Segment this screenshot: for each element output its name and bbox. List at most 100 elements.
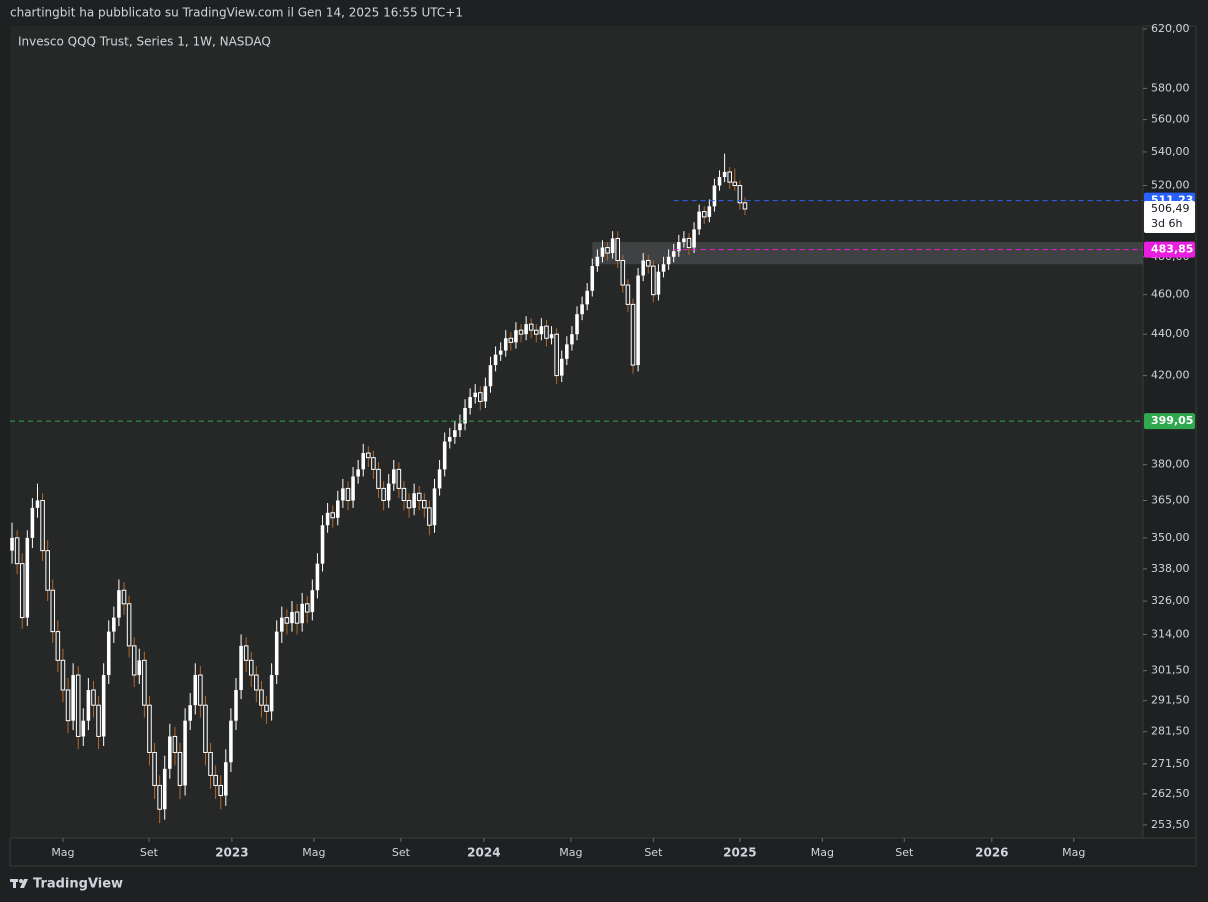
plot-area: [10, 26, 1143, 838]
candle-body: [692, 229, 696, 248]
candle-body: [625, 284, 631, 305]
x-tick-label: 2023: [215, 846, 248, 860]
candle-body: [682, 238, 686, 243]
candle-body: [483, 386, 488, 402]
candle-body: [524, 324, 528, 335]
level-label-bg: [1144, 413, 1195, 430]
candle-body: [142, 659, 147, 706]
candle-body: [636, 275, 640, 366]
zone: [592, 242, 1143, 265]
candle-body: [544, 325, 549, 339]
candle-body: [391, 469, 396, 484]
candle-body: [259, 689, 264, 706]
candle-body: [294, 611, 300, 624]
candle-body: [605, 247, 610, 254]
candle-body: [81, 720, 86, 737]
level-label: 399,05: [1151, 414, 1193, 427]
candle-body: [686, 237, 692, 249]
candle-body: [528, 323, 534, 331]
candle-body: [488, 365, 493, 387]
candle-body: [600, 247, 605, 257]
candle-body: [742, 202, 748, 210]
candle-body: [203, 704, 208, 753]
candle-body: [376, 468, 381, 489]
candle-body: [371, 457, 376, 470]
candle-body: [264, 704, 269, 712]
candle-body: [580, 304, 584, 315]
candle-body: [121, 589, 127, 605]
candle-body: [620, 259, 626, 286]
candle-body: [366, 452, 371, 459]
candle-body: [71, 675, 75, 721]
candle-body: [229, 720, 233, 763]
candle-body: [345, 487, 351, 502]
candle-body: [310, 590, 315, 613]
y-tick-label: 262,50: [1151, 787, 1190, 800]
candle-body: [697, 211, 701, 230]
candle-body: [25, 537, 30, 618]
y-tick-label: 326,00: [1151, 594, 1190, 607]
y-tick-label: 440,00: [1151, 327, 1190, 340]
candle-body: [208, 751, 213, 776]
candle-body: [712, 185, 717, 207]
legend-title: Invesco QQQ Trust, Series 1, 1W, NASDAQ: [18, 35, 271, 49]
x-tick-label: Mag: [51, 846, 74, 859]
candle-body: [304, 603, 310, 613]
candle-body: [137, 660, 142, 676]
candle-body: [422, 500, 427, 509]
candle-body: [595, 256, 600, 267]
footer-brand: TradingView: [33, 877, 123, 892]
candle-body: [615, 237, 621, 261]
candle-body: [468, 397, 472, 408]
candle-body: [514, 330, 518, 343]
candle-body: [361, 453, 366, 470]
candle-body: [55, 631, 61, 661]
candle-body: [330, 512, 335, 519]
x-tick-label: Mag: [302, 846, 325, 859]
candle-body: [112, 617, 116, 632]
tv-logo: [10, 879, 28, 888]
candle-body: [666, 256, 671, 265]
candle-body: [234, 689, 238, 721]
y-tick-label: 338,00: [1151, 562, 1190, 575]
candle-body: [147, 704, 152, 753]
candle-body: [401, 487, 407, 502]
candle-body: [351, 476, 355, 501]
candle-body: [50, 589, 56, 633]
candle-body: [437, 469, 442, 489]
candle-body: [412, 493, 416, 508]
candle-body: [10, 537, 14, 551]
candle-body: [661, 264, 666, 272]
candle-body: [416, 492, 422, 502]
candle-body: [458, 423, 462, 431]
candle-body: [534, 329, 539, 335]
candle-body: [157, 784, 162, 810]
candle-body: [447, 437, 452, 442]
candle-body: [630, 303, 636, 366]
candle-body: [554, 333, 559, 377]
candle-body: [478, 392, 483, 402]
candle-body: [656, 271, 661, 295]
y-tick-label: 271,50: [1151, 757, 1190, 770]
candle-body: [503, 338, 508, 351]
candle-body: [575, 314, 579, 335]
candle-body: [432, 488, 437, 526]
candle-body: [183, 720, 187, 786]
candle-body: [162, 768, 167, 810]
candle-body: [218, 784, 224, 797]
candle-body: [651, 265, 656, 296]
candle-body: [14, 537, 20, 565]
candle-body: [284, 617, 290, 624]
candle-body: [117, 590, 121, 618]
candle-body: [213, 774, 218, 786]
x-tick-label: 2025: [723, 846, 756, 860]
candle-body: [590, 266, 595, 291]
candle-body: [300, 603, 304, 624]
candle-body: [565, 344, 569, 359]
candle-body: [152, 751, 157, 786]
candle-body: [269, 675, 274, 712]
y-tick-label: 291,50: [1151, 694, 1190, 707]
candle-body: [188, 705, 192, 721]
candle-body: [559, 358, 564, 376]
candle-body: [677, 242, 681, 252]
